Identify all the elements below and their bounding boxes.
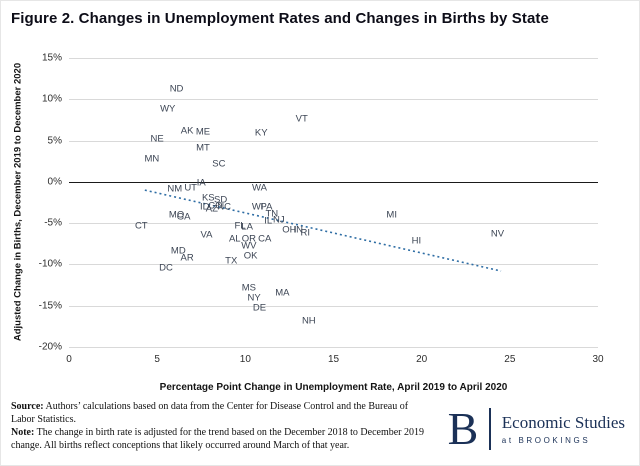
state-label-wy: WY xyxy=(160,103,176,115)
source-text: Authors’ calculations based on data from… xyxy=(11,401,409,425)
y-axis-title: Adjusted Change in Births, December 2019… xyxy=(12,62,24,342)
state-label-ia: IA xyxy=(196,177,206,189)
state-label-ok: OK xyxy=(243,250,258,262)
figure-footnotes: Source: Authors’ calculations based on d… xyxy=(11,400,429,452)
gridline xyxy=(69,99,598,101)
state-label-va: VA xyxy=(200,229,213,241)
state-label-la: LA xyxy=(241,221,253,233)
y-tick-label: -5% xyxy=(44,217,62,229)
state-label-tn: TN xyxy=(265,208,279,220)
plot-area: 15% 10% 5% 0% -5% -10% -15% -20% 0 5 10 15 20 25 30 ND W… xyxy=(39,53,604,366)
x-axis-title: Percentage Point Change in Unemployment … xyxy=(159,382,508,393)
state-label-ne: NE xyxy=(150,133,164,145)
state-label-mo: MO xyxy=(168,209,185,221)
gridline xyxy=(69,140,598,142)
state-label-wa: WA xyxy=(251,182,267,194)
x-tick-label: 30 xyxy=(592,354,604,365)
note-label: Note: xyxy=(11,427,35,438)
state-label-ak: AK xyxy=(180,125,194,137)
y-tick-label: 5% xyxy=(47,135,62,147)
state-label-mn: MN xyxy=(144,153,160,165)
brookings-logo: B Economic Studies at BROOKINGS xyxy=(447,403,625,455)
state-label-mt: MT xyxy=(196,142,210,154)
logo-org-name: Economic Studies xyxy=(501,413,625,432)
state-label-sc: SC xyxy=(212,158,226,170)
source-label: Source: xyxy=(11,401,44,412)
y-tick-label: 15% xyxy=(41,52,62,64)
state-label-ms: MS xyxy=(241,282,256,294)
gridline xyxy=(69,305,598,307)
state-label-co: CO xyxy=(208,200,223,212)
state-label-ct: CT xyxy=(134,220,148,232)
x-tick-label: 15 xyxy=(327,354,340,365)
state-label-ma: MA xyxy=(275,287,290,299)
state-label-il: IL xyxy=(264,215,273,227)
state-label-ca: CA xyxy=(258,233,272,245)
zero-line xyxy=(69,181,598,184)
state-label-az: AZ xyxy=(205,203,218,215)
x-tick-label: 0 xyxy=(66,354,72,365)
state-label-me: ME xyxy=(195,126,211,138)
state-label-nh: NH xyxy=(301,315,316,327)
state-label-in: IN xyxy=(293,224,303,236)
state-label-id: ID xyxy=(200,201,210,213)
state-label-mi: MI xyxy=(386,209,397,221)
logo-divider xyxy=(489,408,491,450)
state-label-or: OR xyxy=(241,233,256,245)
state-label-ar: AR xyxy=(180,252,194,264)
gridline xyxy=(69,223,598,225)
gridline xyxy=(69,264,598,266)
source-note: Source: Authors’ calculations based on d… xyxy=(11,400,429,426)
state-label-nm: NM xyxy=(167,183,183,195)
state-label-wv: WV xyxy=(241,240,257,252)
trend-line-layer xyxy=(144,189,502,272)
x-tick-label: 5 xyxy=(154,354,160,365)
x-tick-label: 20 xyxy=(416,354,428,365)
method-note: Note: The change in birth rate is adjust… xyxy=(11,426,429,452)
state-label-al: AL xyxy=(228,233,241,245)
y-tick-label: 10% xyxy=(41,93,62,105)
state-label-ks: KS xyxy=(201,192,215,204)
state-label-nc: NC xyxy=(217,201,232,213)
state-label-nv: NV xyxy=(490,228,505,240)
state-label-de: DE xyxy=(252,302,267,314)
state-label-ut: UT xyxy=(184,182,197,194)
state-label-ny: NY xyxy=(247,292,261,304)
state-label-ky: KY xyxy=(254,127,268,139)
logo-org-sub: at BROOKINGS xyxy=(501,436,591,445)
figure-title: Figure 2. Changes in Unemployment Rates … xyxy=(11,10,549,27)
state-label-pa: PA xyxy=(260,201,273,213)
y-tick-label: -20% xyxy=(38,341,62,353)
state-label-nd: ND xyxy=(169,83,184,95)
state-label-md: MD xyxy=(170,245,186,257)
state-label-fl: FL xyxy=(234,220,246,232)
state-label-wi: WI xyxy=(251,201,264,213)
state-label-dc: DC xyxy=(159,262,173,274)
state-label-ga: GA xyxy=(176,211,191,223)
y-tick-label: 0% xyxy=(47,176,62,188)
state-label-sd: SD xyxy=(214,194,228,206)
logo-text: Economic Studies at BROOKINGS xyxy=(502,413,625,445)
state-label-vt: VT xyxy=(295,113,308,125)
brookings-b-mark: B xyxy=(447,403,479,455)
state-label-tx: TX xyxy=(225,255,238,267)
state-label-oh: OH xyxy=(282,224,297,236)
gridline xyxy=(69,58,598,59)
y-tick-label: -10% xyxy=(38,258,62,270)
trend-line xyxy=(144,189,502,272)
state-label-nj: NJ xyxy=(273,214,285,226)
x-tick-label: 25 xyxy=(504,354,516,365)
note-text: The change in birth rate is adjusted for… xyxy=(11,427,425,451)
y-tick-label: -15% xyxy=(38,300,62,312)
x-tick-label: 10 xyxy=(239,354,251,365)
state-label-ri: RI xyxy=(300,227,311,239)
state-label-hi: HI xyxy=(411,235,422,247)
gridline xyxy=(69,347,598,348)
